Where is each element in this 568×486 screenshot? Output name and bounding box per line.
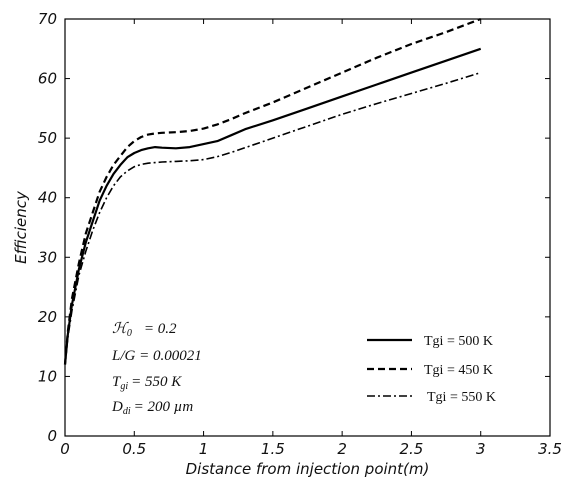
x-tick-label: 1.5: [261, 440, 285, 458]
annotation-ddi-text: = 200 µm: [134, 399, 194, 415]
tick-group: 0 0.5 1 1.5 2 2.5 3 3.5 0 10 20 30 40 50 60 70: [38, 10, 562, 458]
legend-label-550: Tgi = 550 K: [427, 390, 496, 405]
legend-label-500: Tgi = 500 K: [424, 334, 493, 349]
y-tick-label: 70: [38, 10, 57, 28]
legend: Tgi = 500 K Tgi = 450 K Tgi = 550 K: [367, 334, 496, 405]
y-tick-label: 30: [38, 248, 57, 266]
plot-frame: [64, 18, 551, 437]
x-tick-label: 1: [199, 440, 209, 458]
x-tick-label: 0: [60, 440, 70, 458]
x-axis-label: Distance from injection point(m): [186, 460, 430, 478]
series-group: [63, 17, 482, 365]
y-tick-label: 60: [38, 70, 57, 88]
x-tick-label: 0.5: [122, 440, 146, 458]
annotation-tgi-symbol: T: [112, 374, 122, 390]
x-tick-label: 3: [476, 440, 486, 458]
x-tick-label: 2.5: [399, 440, 423, 458]
series-line-0: [63, 47, 482, 365]
x-tick-label: 3.5: [538, 440, 562, 458]
annotation-h0: ℋ0 = 0.2: [112, 321, 177, 339]
legend-label-450: Tgi = 450 K: [424, 363, 493, 378]
annotation-h0-symbol: ℋ: [112, 321, 129, 337]
series-line-1: [63, 17, 482, 365]
y-tick-label: 0: [47, 427, 57, 445]
y-tick-label: 50: [38, 129, 57, 147]
annotation-h0-sub: 0: [127, 328, 132, 339]
y-tick-label: 20: [38, 308, 57, 326]
annotation-ddi-sub: di: [123, 406, 131, 417]
y-axis-label: Efficiency: [12, 190, 30, 264]
annotation-ddi: Ddi = 200 µm: [111, 399, 193, 417]
series-line-2: [64, 71, 481, 365]
annotation-tgi: Tgi = 550 K: [112, 374, 182, 392]
annotation-h0-text: = 0.2: [144, 321, 177, 337]
annotation-ddi-symbol: D: [111, 399, 123, 415]
annotation-tgi-text: = 550 K: [131, 374, 182, 390]
annotation-tgi-sub: gi: [120, 381, 128, 392]
x-tick-label: 2: [337, 440, 347, 458]
annotation-lg: L/G = 0.00021: [111, 348, 202, 364]
y-tick-label: 40: [38, 189, 57, 207]
y-tick-label: 10: [38, 367, 57, 385]
